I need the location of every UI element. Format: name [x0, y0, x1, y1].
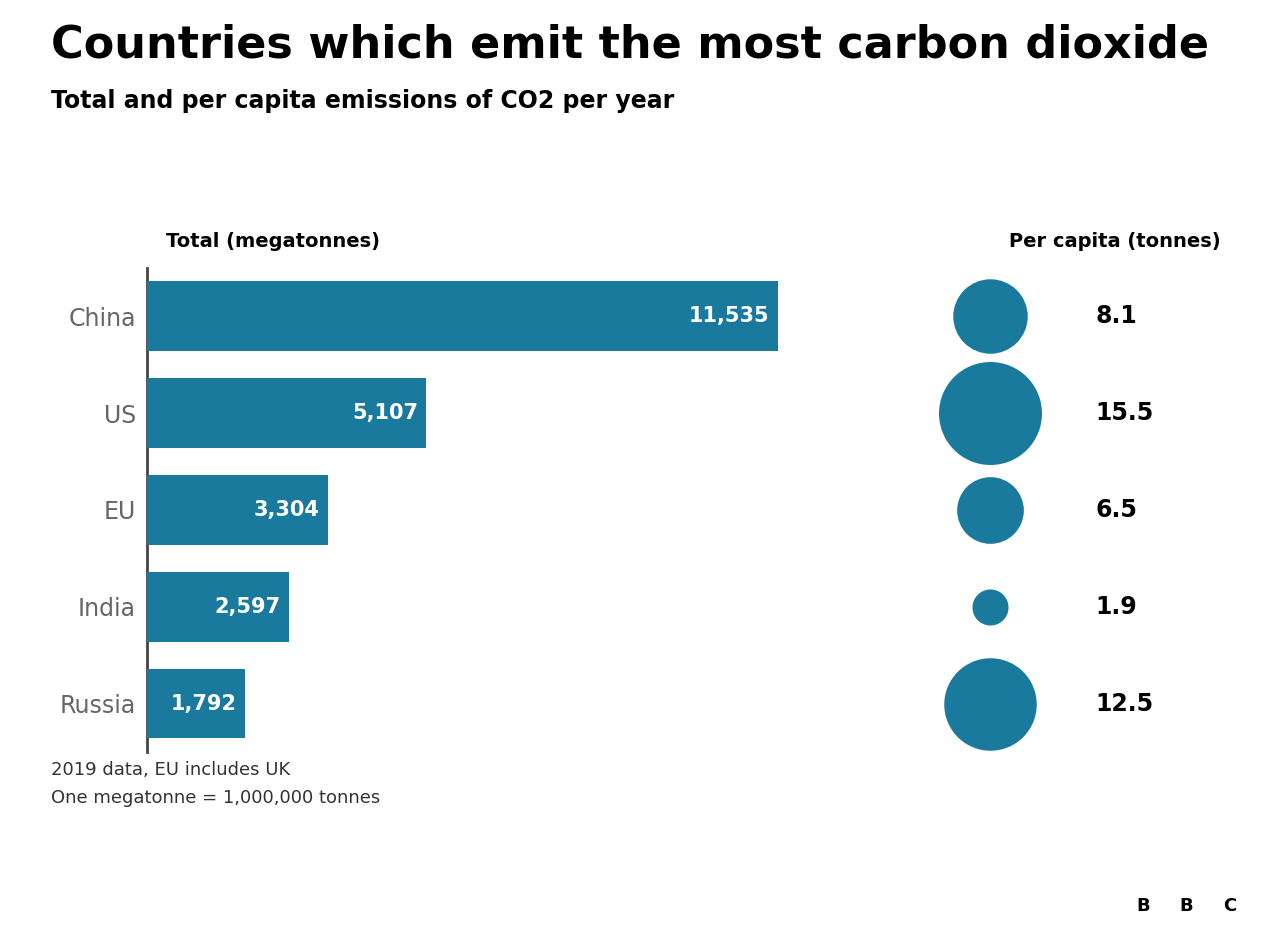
Text: Total and per capita emissions of CO2 per year: Total and per capita emissions of CO2 pe… [51, 89, 675, 114]
Text: 1.9: 1.9 [1096, 595, 1138, 619]
Text: B: B [1180, 897, 1193, 916]
Text: 6.5: 6.5 [1096, 498, 1138, 522]
Point [980, 600, 1001, 615]
Bar [1124, 884, 1162, 929]
Bar [1211, 884, 1249, 929]
Point [980, 406, 1001, 421]
Text: 8.1: 8.1 [1096, 305, 1138, 328]
Text: 1,792: 1,792 [172, 694, 237, 713]
Text: 3,304: 3,304 [253, 500, 320, 520]
Text: 2,597: 2,597 [215, 597, 280, 617]
Bar [147, 572, 289, 642]
Bar [147, 475, 328, 545]
Text: C: C [1224, 897, 1236, 916]
Text: B: B [1137, 897, 1149, 916]
Text: Countries which emit the most carbon dioxide: Countries which emit the most carbon dio… [51, 24, 1210, 67]
Bar [147, 668, 246, 739]
Bar [147, 281, 777, 352]
Bar [147, 378, 426, 448]
Text: 5,107: 5,107 [352, 403, 419, 423]
Text: Per capita (tonnes): Per capita (tonnes) [1009, 232, 1221, 251]
Text: Total (megatonnes): Total (megatonnes) [166, 232, 380, 251]
Point [980, 308, 1001, 323]
Text: 12.5: 12.5 [1096, 692, 1155, 715]
Text: 2019 data, EU includes UK
One megatonne = 1,000,000 tonnes: 2019 data, EU includes UK One megatonne … [51, 761, 380, 807]
Text: Source: EC, Emissions Database for Global Atmospheric Research: Source: EC, Emissions Database for Globa… [28, 897, 644, 916]
Point [980, 696, 1001, 711]
Text: 11,535: 11,535 [689, 306, 769, 326]
Bar [1167, 884, 1206, 929]
Point [980, 502, 1001, 517]
Text: 15.5: 15.5 [1096, 401, 1155, 425]
